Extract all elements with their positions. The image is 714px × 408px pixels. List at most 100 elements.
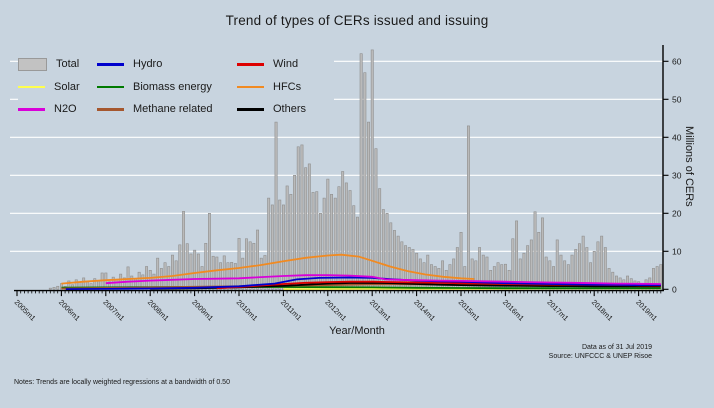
legend-item-wind: Wind — [237, 58, 334, 70]
legend-label-hydro: Hydro — [133, 58, 163, 71]
bar-total — [226, 262, 230, 290]
bar-total — [337, 186, 341, 290]
bar-total — [208, 213, 211, 290]
bar-total — [178, 244, 182, 290]
x-tick-label: 2007m1 — [101, 298, 126, 323]
x-tick-label: 2011m1 — [279, 298, 304, 323]
chart-title: Trend of types of CERs issued and issuin… — [225, 13, 489, 28]
y-tick-label: 30 — [672, 170, 682, 180]
bar-total — [596, 241, 600, 290]
bar-total — [259, 257, 263, 290]
bar-total — [433, 266, 437, 290]
y-tick-label: 40 — [672, 132, 682, 142]
source-text: Source: UNFCCC & UNEP Risoe — [548, 352, 652, 360]
bar-total — [341, 171, 345, 290]
legend-swatch-biomass-energy — [97, 85, 124, 88]
bar-total — [296, 146, 300, 290]
bar-total — [359, 53, 363, 290]
bar-total — [263, 255, 267, 290]
bar-total — [167, 266, 171, 290]
bar-total — [429, 264, 433, 290]
legend-item-total: Total — [18, 57, 97, 71]
bar-total — [159, 268, 163, 290]
data-as-of-text: Data as of 31 Jul 2019 — [581, 344, 652, 351]
bar-total — [56, 285, 60, 290]
bar-total — [278, 199, 282, 290]
bar-total — [222, 255, 226, 290]
bar-total — [537, 232, 541, 290]
x-tick-label: 2006m1 — [57, 298, 82, 323]
x-tick-label: 2015m1 — [457, 298, 482, 323]
legend-label-methane-related: Methane related — [133, 103, 213, 116]
legend-label-solar: Solar — [54, 80, 80, 93]
bar-total — [348, 190, 352, 290]
bar-total — [256, 229, 259, 290]
bar-total — [304, 167, 308, 290]
x-tick-label: 2014m1 — [412, 298, 437, 323]
line-others — [150, 281, 661, 290]
bar-total — [274, 121, 278, 290]
bar-total — [659, 264, 663, 290]
bar-total — [437, 268, 441, 290]
bar-total — [344, 182, 348, 290]
bar-total — [533, 211, 537, 290]
legend-swatch-methane-related — [97, 108, 124, 111]
legend-label-hfcs: HFCs — [273, 80, 302, 93]
legend-item-methane-related: Methane related — [97, 103, 237, 115]
bar-total — [385, 213, 389, 290]
notes-text: Notes: Trends are locally weighted regre… — [14, 379, 230, 386]
x-axis-title: Year/Month — [329, 325, 385, 337]
bar-total — [300, 144, 304, 290]
bar-total — [581, 235, 585, 290]
bar-total — [326, 178, 330, 290]
line-n2o — [105, 274, 661, 285]
bar-total — [307, 163, 311, 290]
bar-total — [48, 287, 52, 290]
x-tick-label: 2018m1 — [590, 298, 615, 323]
y-tick-label: 60 — [672, 56, 682, 66]
bar-total — [267, 197, 271, 290]
legend-item-others: Others — [237, 103, 334, 115]
bar-total — [374, 148, 378, 290]
bar-total — [285, 185, 289, 290]
legend-swatch-total — [18, 57, 47, 71]
legend-label-biomass-energy: Biomass energy — [133, 80, 212, 93]
x-tick-label: 2009m1 — [190, 298, 215, 323]
bar-total — [270, 204, 274, 290]
bar-total — [370, 49, 374, 290]
bar-total — [367, 121, 370, 290]
legend-item-biomass-energy: Biomass energy — [97, 81, 237, 93]
bar-total — [466, 125, 470, 290]
legend-label-n2o: N2O — [54, 103, 77, 116]
legend-swatch-others — [237, 108, 264, 111]
bar-total — [193, 249, 197, 290]
bar-total — [381, 209, 385, 290]
bar-total — [52, 287, 56, 290]
bar-total — [204, 243, 208, 290]
x-tick-label: 2013m1 — [368, 298, 393, 323]
legend-item-solar: Solar — [18, 81, 97, 93]
line-hfcs — [61, 253, 475, 285]
x-tick-label: 2005m1 — [13, 298, 38, 323]
y-tick-label: 50 — [672, 94, 682, 104]
legend-item-hydro: Hydro — [97, 58, 237, 70]
legend-swatch-hydro — [97, 63, 124, 66]
bar-total — [378, 188, 382, 290]
bar-total — [363, 72, 367, 290]
bar-total — [515, 220, 519, 290]
y-axis-title: Millions of CERs — [683, 126, 695, 207]
bar-total — [200, 266, 204, 290]
bar-total — [241, 257, 245, 290]
bar-total — [245, 238, 248, 290]
x-tick-label: 2016m1 — [501, 298, 526, 323]
legend-label-others: Others — [273, 103, 307, 116]
x-tick-label: 2010m1 — [235, 298, 260, 323]
legend-swatch-n2o — [18, 108, 45, 111]
y-tick-label: 20 — [672, 208, 682, 218]
bar-total — [156, 257, 160, 290]
bar-total — [211, 255, 215, 290]
bar-total — [189, 253, 193, 290]
bar-total — [293, 175, 296, 290]
bar-total — [230, 262, 234, 290]
